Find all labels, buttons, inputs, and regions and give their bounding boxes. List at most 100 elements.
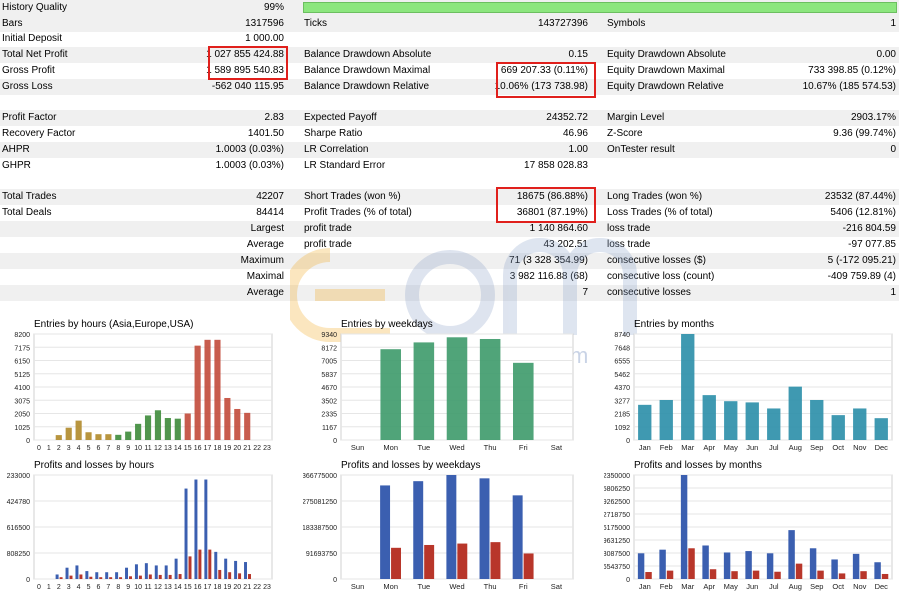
y-tick-label: 8172 <box>321 345 337 352</box>
stat-label: GHPR <box>2 160 31 171</box>
chart-svg: Entries by hours (Asia,Europe,USA)820071… <box>14 319 273 452</box>
stat-label: Balance Drawdown Maximal <box>304 65 431 76</box>
x-tick-label: Dec <box>875 582 889 591</box>
x-tick-label: Tue <box>418 443 431 452</box>
stat-label: Equity Drawdown Absolute <box>607 49 726 60</box>
stat-label: Expected Payoff <box>304 112 377 123</box>
x-tick-label: 18 <box>214 445 222 452</box>
bar-profit <box>194 479 198 579</box>
stat-value: 1 <box>890 18 896 29</box>
y-tick-label: 1167 <box>322 425 337 432</box>
stat-value: 84414 <box>256 207 284 218</box>
bar <box>810 399 824 440</box>
x-tick-label: Jul <box>769 582 779 591</box>
bar-loss <box>59 577 63 579</box>
bar-profit <box>95 572 99 579</box>
bar-loss <box>881 573 889 579</box>
bar-profit <box>244 562 248 579</box>
chart-title: Profits and losses by weekdays <box>341 460 481 471</box>
x-tick-label: 5 <box>87 584 91 591</box>
x-tick-label: Thu <box>484 582 497 591</box>
y-tick-label: 6150 <box>14 359 30 366</box>
x-tick-label: 18 <box>214 584 222 591</box>
bar-profit <box>659 549 666 579</box>
y-tick-label: 6555 <box>614 359 630 366</box>
stat-value: 24352.72 <box>546 112 588 123</box>
stat-value: 36801 (87.19%) <box>516 207 588 218</box>
bar <box>724 401 738 440</box>
stat-value: 733 398.85 (0.12%) <box>808 65 896 76</box>
y-tick-label: 1092 <box>614 425 630 432</box>
bar-loss <box>666 570 674 579</box>
bar-loss <box>817 570 824 579</box>
y-tick-label: 4670 <box>321 385 337 392</box>
chart-panel: Profits and losses by weekdays 366775000 2… <box>302 457 593 600</box>
trade-row-label: Largest <box>250 223 284 234</box>
trade-right-value: -216 804.59 <box>842 223 896 234</box>
stat-value: 669 207.33 (0.11%) <box>500 65 588 76</box>
bar-loss <box>490 542 501 579</box>
trade-right-label: consecutive losses ($) <box>607 255 706 266</box>
x-tick-label: 0 <box>37 584 41 591</box>
x-tick-label: Wed <box>449 582 464 591</box>
y-tick-label: 325806250 <box>604 486 630 493</box>
stat-value: 1.00 <box>568 144 588 155</box>
stat-label: LR Correlation <box>304 144 369 155</box>
highlight-box <box>496 187 596 223</box>
bar-loss <box>109 577 113 579</box>
x-tick-label: Sep <box>810 582 823 591</box>
x-tick-label: 17 <box>204 445 212 452</box>
x-tick-label: 10 <box>134 584 142 591</box>
stat-label: Recovery Factor <box>2 128 76 139</box>
x-tick-label: 4 <box>77 445 81 452</box>
bar-loss <box>523 553 534 579</box>
x-tick-label: 9 <box>126 445 130 452</box>
y-tick-label: 4370 <box>614 385 630 392</box>
bar-loss <box>198 549 202 579</box>
stats-row: Bars 1317596 Ticks 143727396 Symbols 1 <box>0 16 899 32</box>
x-tick-label: 10 <box>134 445 142 452</box>
x-tick-label: Mon <box>383 443 398 452</box>
x-tick-label: Jun <box>746 443 758 452</box>
x-tick-label: 19 <box>223 445 231 452</box>
trade-mid-value: 7 <box>582 287 588 298</box>
y-tick-label: 0 <box>626 438 630 445</box>
stats-row: Profit Factor 2.83 Expected Payoff 24352.72… <box>0 110 899 126</box>
bar <box>659 399 673 440</box>
x-tick-label: Wed <box>449 443 464 452</box>
x-tick-label: 19 <box>223 584 231 591</box>
x-tick-label: Feb <box>660 582 673 591</box>
bar <box>745 402 759 440</box>
bar <box>702 395 716 440</box>
bar <box>65 427 72 440</box>
bar-loss <box>129 576 132 579</box>
stat-value: 42207 <box>256 191 284 202</box>
bar-loss <box>795 563 803 579</box>
bar-profit <box>723 552 731 579</box>
bar-profit <box>115 572 119 579</box>
stat-value: 1.0003 (0.03%) <box>215 160 284 171</box>
chart-panel: Entries by weekdays 9340 8172 7005 5837 4670 3… <box>303 316 593 456</box>
bar <box>95 434 102 440</box>
trade-row: Largest profit trade 1 140 864.60 loss trad… <box>0 221 899 237</box>
bar-loss <box>457 543 468 579</box>
stat-label: Symbols <box>607 18 646 29</box>
stat-value: 2903.17% <box>850 112 896 123</box>
trade-row-label: Maximal <box>246 271 284 282</box>
bar <box>767 408 781 440</box>
y-tick-label: 0 <box>626 577 630 584</box>
x-tick-label: 20 <box>233 445 241 452</box>
bar-profit <box>512 495 523 579</box>
bar <box>75 420 82 440</box>
bar <box>244 412 251 440</box>
stat-value: 0.15 <box>568 49 588 60</box>
chart-svg: Entries by weekdays 9340 8172 7005 5837 4670 3… <box>321 319 574 452</box>
x-tick-label: Thu <box>484 443 497 452</box>
trade-right-label: loss trade <box>607 223 651 234</box>
x-tick-label: 9 <box>126 584 130 591</box>
trade-mid-value: 43 202.51 <box>543 239 589 250</box>
stat-value: 5406 (12.81%) <box>830 207 896 218</box>
x-tick-label: Sep <box>810 443 823 452</box>
x-tick-label: 8 <box>116 584 120 591</box>
x-tick-label: 6 <box>97 584 101 591</box>
